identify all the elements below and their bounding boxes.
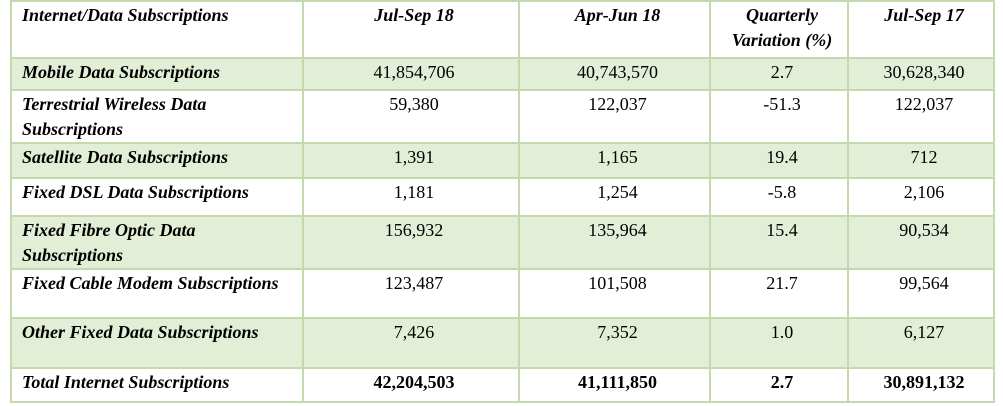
- column-header-jul-sep-17: Jul-Sep 17: [847, 0, 995, 59]
- cell-jul-sep-18: 41,854,706: [302, 57, 520, 91]
- table-row: Mobile Data Subscriptions 41,854,706 40,…: [10, 57, 995, 91]
- cell-quarterly-variation: 21.7: [709, 268, 849, 319]
- cell-quarterly-variation: 1.0: [709, 317, 849, 369]
- table-header-row: Internet/Data Subscriptions Jul-Sep 18 A…: [10, 0, 995, 59]
- table-row: Terrestrial Wireless Data Subscriptions …: [10, 89, 995, 144]
- cell-apr-jun-18: 41,111,850: [518, 367, 711, 403]
- cell-jul-sep-18: 1,391: [302, 142, 520, 179]
- cell-jul-sep-18: 123,487: [302, 268, 520, 319]
- cell-quarterly-variation: -51.3: [709, 89, 849, 144]
- column-header-quarterly-variation: Quarterly Variation (%): [709, 0, 849, 59]
- table-row: Fixed Cable Modem Subscriptions 123,487 …: [10, 268, 995, 319]
- column-header-apr-jun-18: Apr-Jun 18: [518, 0, 711, 59]
- row-label: Satellite Data Subscriptions: [10, 142, 304, 179]
- cell-quarterly-variation: 2.7: [709, 367, 849, 403]
- cell-jul-sep-17: 122,037: [847, 89, 995, 144]
- cell-apr-jun-18: 122,037: [518, 89, 711, 144]
- cell-jul-sep-17: 712: [847, 142, 995, 179]
- cell-apr-jun-18: 135,964: [518, 215, 711, 270]
- internet-subscriptions-table: Internet/Data Subscriptions Jul-Sep 18 A…: [10, 0, 995, 403]
- cell-jul-sep-17: 30,891,132: [847, 367, 995, 403]
- row-label: Fixed Cable Modem Subscriptions: [10, 268, 304, 319]
- cell-jul-sep-17: 30,628,340: [847, 57, 995, 91]
- cell-jul-sep-18: 42,204,503: [302, 367, 520, 403]
- cell-quarterly-variation: 15.4: [709, 215, 849, 270]
- table-row: Fixed DSL Data Subscriptions 1,181 1,254…: [10, 177, 995, 217]
- subscriptions-table-container: Internet/Data Subscriptions Jul-Sep 18 A…: [10, 0, 995, 403]
- cell-jul-sep-18: 156,932: [302, 215, 520, 270]
- row-label: Mobile Data Subscriptions: [10, 57, 304, 91]
- cell-apr-jun-18: 40,743,570: [518, 57, 711, 91]
- row-label: Terrestrial Wireless Data Subscriptions: [10, 89, 304, 144]
- table-row: Other Fixed Data Subscriptions 7,426 7,3…: [10, 317, 995, 369]
- cell-jul-sep-18: 7,426: [302, 317, 520, 369]
- cell-apr-jun-18: 1,254: [518, 177, 711, 217]
- table-total-row: Total Internet Subscriptions 42,204,503 …: [10, 367, 995, 403]
- cell-quarterly-variation: -5.8: [709, 177, 849, 217]
- table-row: Satellite Data Subscriptions 1,391 1,165…: [10, 142, 995, 179]
- column-header-jul-sep-18: Jul-Sep 18: [302, 0, 520, 59]
- cell-jul-sep-17: 2,106: [847, 177, 995, 217]
- row-label: Fixed DSL Data Subscriptions: [10, 177, 304, 217]
- row-label: Other Fixed Data Subscriptions: [10, 317, 304, 369]
- table-row: Fixed Fibre Optic Data Subscriptions 156…: [10, 215, 995, 270]
- cell-jul-sep-18: 59,380: [302, 89, 520, 144]
- cell-jul-sep-17: 99,564: [847, 268, 995, 319]
- row-label: Total Internet Subscriptions: [10, 367, 304, 403]
- cell-quarterly-variation: 19.4: [709, 142, 849, 179]
- row-label: Fixed Fibre Optic Data Subscriptions: [10, 215, 304, 270]
- cell-quarterly-variation: 2.7: [709, 57, 849, 91]
- cell-jul-sep-18: 1,181: [302, 177, 520, 217]
- cell-apr-jun-18: 7,352: [518, 317, 711, 369]
- column-header-category: Internet/Data Subscriptions: [10, 0, 304, 59]
- cell-jul-sep-17: 6,127: [847, 317, 995, 369]
- cell-apr-jun-18: 101,508: [518, 268, 711, 319]
- cell-apr-jun-18: 1,165: [518, 142, 711, 179]
- cell-jul-sep-17: 90,534: [847, 215, 995, 270]
